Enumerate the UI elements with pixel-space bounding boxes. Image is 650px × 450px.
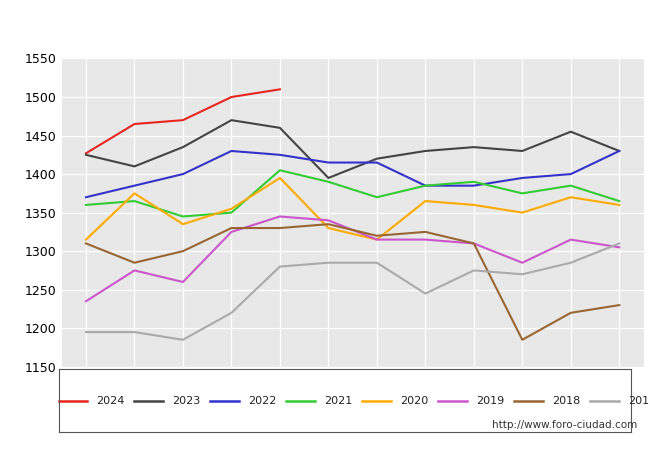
Text: http://www.foro-ciudad.com: http://www.foro-ciudad.com [492, 420, 637, 430]
Text: Afiliados en Minas de Riotinto a 31/5/2024: Afiliados en Minas de Riotinto a 31/5/20… [150, 20, 500, 38]
Text: 2018: 2018 [552, 396, 580, 405]
Text: 2024: 2024 [96, 396, 124, 405]
Text: 2021: 2021 [324, 396, 352, 405]
Text: 2022: 2022 [248, 396, 276, 405]
Text: 2017: 2017 [628, 396, 650, 405]
Text: 2019: 2019 [476, 396, 504, 405]
Text: 2020: 2020 [400, 396, 428, 405]
Text: 2023: 2023 [172, 396, 200, 405]
